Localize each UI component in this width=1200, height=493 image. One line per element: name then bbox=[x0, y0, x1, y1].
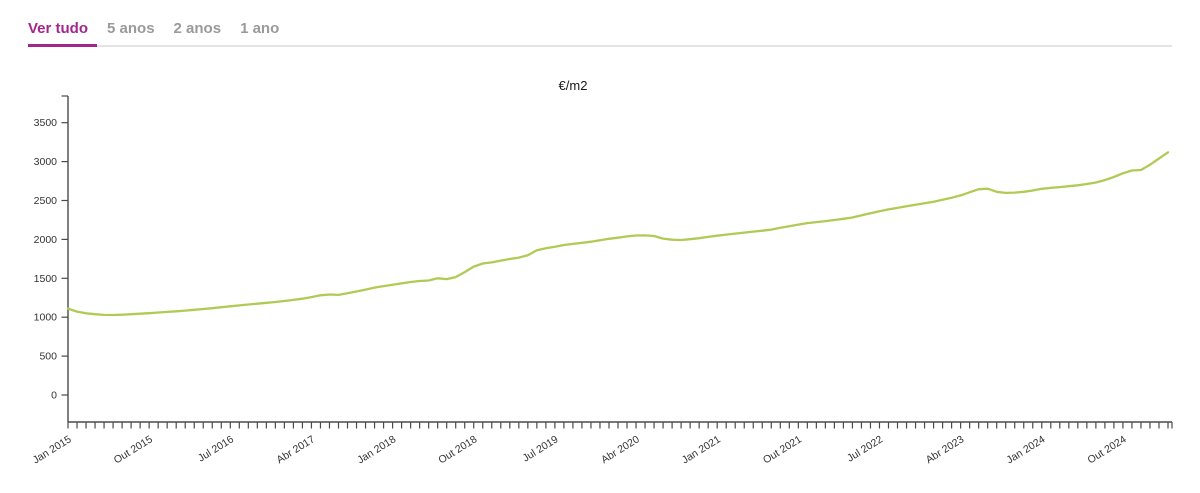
x-tick-label: Out 2015 bbox=[112, 433, 155, 466]
y-tick-label: 3500 bbox=[34, 117, 58, 129]
x-tick-label: Jan 2015 bbox=[31, 433, 74, 466]
price-line bbox=[66, 151, 1170, 317]
x-tick-label: Jul 2019 bbox=[520, 433, 560, 464]
x-tick-label: Abr 2023 bbox=[924, 433, 967, 466]
tab-1-ano[interactable]: 1 ano bbox=[240, 20, 280, 37]
tab-2-anos[interactable]: 2 anos bbox=[173, 20, 222, 37]
x-tick-label: Out 2018 bbox=[436, 433, 479, 466]
x-tick-label: Out 2024 bbox=[1086, 433, 1129, 466]
tab-5-anos[interactable]: 5 anos bbox=[107, 20, 155, 37]
x-tick-label: Jan 2021 bbox=[680, 433, 723, 466]
y-tick-label: 1500 bbox=[34, 273, 58, 285]
x-tick-label: Abr 2020 bbox=[599, 433, 642, 466]
y-tick-label: 2000 bbox=[34, 234, 58, 246]
x-tick-label: Jul 2016 bbox=[196, 433, 236, 464]
tab-ver-tudo[interactable]: Ver tudo bbox=[28, 20, 89, 37]
active-tab-underline bbox=[28, 44, 97, 47]
y-tick-label: 0 bbox=[51, 390, 57, 402]
x-tick-label: Jan 2018 bbox=[355, 433, 398, 466]
y-tick-label: 500 bbox=[39, 351, 57, 363]
y-tick-label: 2500 bbox=[34, 195, 58, 207]
x-tick-label: Abr 2017 bbox=[275, 433, 318, 466]
period-tabs: Ver tudo 5 anos 2 anos 1 ano bbox=[28, 20, 279, 38]
x-tick-label: Jan 2024 bbox=[1004, 433, 1047, 466]
y-tick-label: 1000 bbox=[34, 312, 58, 324]
x-tick-label: Out 2021 bbox=[761, 433, 804, 466]
x-tick-label: Jul 2022 bbox=[845, 433, 885, 464]
y-tick-label: 3000 bbox=[34, 156, 58, 168]
tabs-divider bbox=[28, 45, 1172, 47]
chart-title: €/m2 bbox=[558, 78, 588, 93]
